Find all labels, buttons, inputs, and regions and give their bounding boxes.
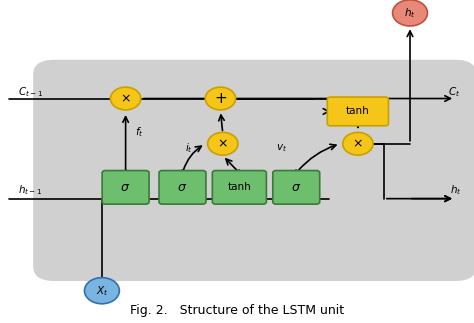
Text: $\times$: $\times$ xyxy=(353,137,363,150)
FancyBboxPatch shape xyxy=(33,60,474,281)
FancyBboxPatch shape xyxy=(212,171,266,204)
Text: $i_t$: $i_t$ xyxy=(185,142,193,155)
Text: $h_{t-1}$: $h_{t-1}$ xyxy=(18,184,42,197)
FancyBboxPatch shape xyxy=(159,171,206,204)
Text: $\times$: $\times$ xyxy=(218,137,228,150)
Text: $\sigma$: $\sigma$ xyxy=(120,181,131,194)
Ellipse shape xyxy=(205,87,236,110)
Text: $\sigma$: $\sigma$ xyxy=(291,181,301,194)
Text: $h_t$: $h_t$ xyxy=(450,184,462,197)
Text: tanh: tanh xyxy=(346,107,370,116)
Ellipse shape xyxy=(110,87,141,110)
Text: $C_{t-1}$: $C_{t-1}$ xyxy=(18,85,43,99)
Text: $C_t$: $C_t$ xyxy=(448,85,460,99)
Text: tanh: tanh xyxy=(228,182,251,192)
Text: $f_t$: $f_t$ xyxy=(135,126,144,139)
Ellipse shape xyxy=(343,132,373,155)
Text: $X_t$: $X_t$ xyxy=(96,284,108,297)
Ellipse shape xyxy=(84,278,119,304)
Text: $+$: $+$ xyxy=(214,91,227,106)
Ellipse shape xyxy=(208,132,238,155)
FancyBboxPatch shape xyxy=(102,171,149,204)
Text: $v_t$: $v_t$ xyxy=(275,143,287,154)
Ellipse shape xyxy=(392,0,428,26)
Text: Fig. 2.   Structure of the LSTM unit: Fig. 2. Structure of the LSTM unit xyxy=(130,304,344,317)
Text: $\times$: $\times$ xyxy=(120,92,131,105)
Text: $\sigma$: $\sigma$ xyxy=(177,181,188,194)
FancyBboxPatch shape xyxy=(327,97,388,126)
Text: $h_t$: $h_t$ xyxy=(404,6,416,20)
FancyBboxPatch shape xyxy=(273,171,319,204)
